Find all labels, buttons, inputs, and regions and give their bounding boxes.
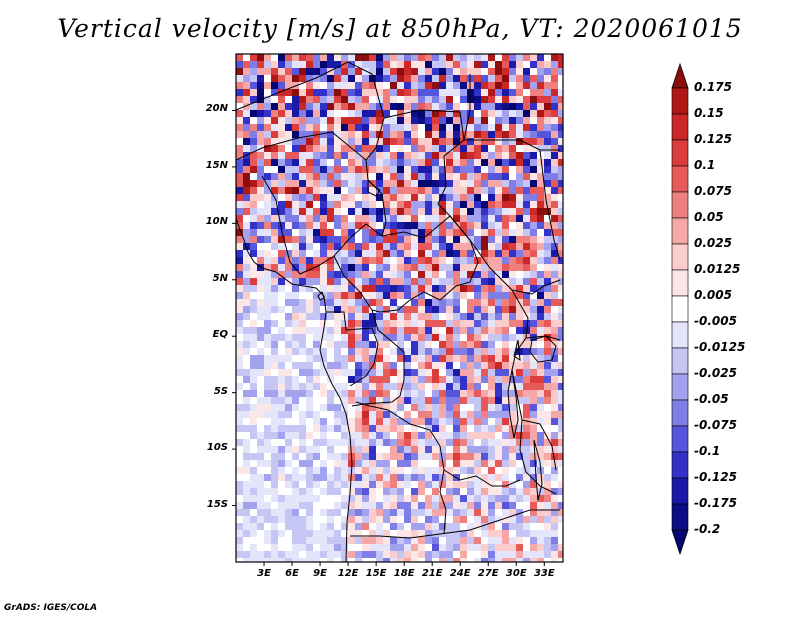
grads-credit: GrADS: IGES/COLA <box>4 603 98 613</box>
country-borders <box>236 61 561 562</box>
lake-victoria <box>529 335 557 363</box>
border-niger-chad <box>236 131 367 161</box>
border-sudan <box>463 74 560 151</box>
colorbar-label: 0.125 <box>694 132 732 146</box>
colorbar-swatch <box>671 503 689 531</box>
border-nigeria <box>261 175 383 275</box>
border-gabon-congo <box>326 311 379 387</box>
colorbar-swatch <box>671 165 689 193</box>
lon-tick-label: 3E <box>257 568 271 579</box>
lake-tanganyika <box>507 369 519 439</box>
colorbar-label: -0.125 <box>694 470 737 484</box>
colorbar-label: -0.05 <box>694 392 729 406</box>
colorbar-swatch <box>671 399 689 427</box>
lat-tick-label: 5N <box>212 272 228 284</box>
colorbar-swatch <box>671 373 689 401</box>
lat-tick-label: 10N <box>205 216 228 228</box>
lon-tick-label: 27E <box>477 568 499 579</box>
colorbar-label: 0.15 <box>694 106 724 120</box>
border-car <box>371 215 479 313</box>
colorbar-swatch <box>671 477 689 505</box>
lon-tick-label: 24E <box>449 568 471 579</box>
lat-tick-label: 15S <box>206 498 228 510</box>
plot-frame <box>235 53 564 563</box>
colorbar-swatch <box>671 217 689 245</box>
border-east-africa <box>539 149 561 261</box>
colorbar-swatch <box>671 425 689 453</box>
axis-ticks <box>232 109 545 566</box>
colorbar-label: -0.2 <box>694 522 721 536</box>
lon-tick-label: 9E <box>313 568 327 579</box>
border-zambia <box>439 469 447 535</box>
colorbar-label: 0.05 <box>694 210 724 224</box>
border-angola-south <box>350 509 560 539</box>
colorbar-label: 0.175 <box>694 80 732 94</box>
colorbar-bottom-arrow <box>671 529 689 556</box>
lake-malawi <box>533 439 543 501</box>
colorbar-swatch <box>671 139 689 167</box>
border-north <box>236 61 387 237</box>
lake-chad <box>367 178 381 197</box>
lon-tick-label: 30E <box>505 568 527 579</box>
colorbar-swatch <box>671 295 689 323</box>
lon-tick-label: 15E <box>365 568 387 579</box>
border-east-sahara <box>383 109 465 217</box>
colorbar-label: -0.1 <box>694 444 721 458</box>
lat-tick-label: 15N <box>205 159 228 171</box>
lake-kivu <box>513 339 521 362</box>
border-angola <box>355 401 521 487</box>
lon-tick-label: 12E <box>337 568 359 579</box>
colorbar-swatch <box>671 269 689 297</box>
lon-tick-label: 21E <box>421 568 443 579</box>
colorbar-label: 0.005 <box>694 288 732 302</box>
colorbar-swatch <box>671 191 689 219</box>
colorbar-label: -0.175 <box>694 496 737 510</box>
lat-tick-label: 5S <box>213 385 228 397</box>
colorbar-swatch <box>671 243 689 271</box>
colorbar-label: -0.075 <box>694 418 737 432</box>
colorbar-top-arrow <box>671 62 689 89</box>
colorbar-swatch <box>671 347 689 375</box>
chart-title: Vertical velocity [m/s] at 850hPa, VT: 2… <box>57 14 743 43</box>
colorbar-label: -0.025 <box>694 366 737 380</box>
colorbar-label: 0.025 <box>694 236 732 250</box>
colorbar-swatch <box>671 321 689 349</box>
border-cameroon <box>333 255 373 311</box>
border-congo-drc <box>351 309 405 407</box>
lon-tick-label: 6E <box>285 568 299 579</box>
border-malawi <box>521 419 557 471</box>
lon-tick-label: 18E <box>393 568 415 579</box>
colorbar-swatch <box>671 87 689 115</box>
lat-tick-label: EQ <box>212 329 228 341</box>
colorbar-swatch <box>671 451 689 479</box>
colorbar <box>671 62 689 556</box>
lat-tick-label: 20N <box>205 103 228 115</box>
colorbar-label: -0.005 <box>694 314 737 328</box>
colorbar-label: -0.0125 <box>694 340 746 354</box>
colorbar-label: 0.0125 <box>694 262 741 276</box>
velocity-field <box>236 54 563 562</box>
lat-tick-label: 10S <box>206 442 228 454</box>
colorbar-label: 0.1 <box>694 158 716 172</box>
island-bioko <box>317 291 325 301</box>
colorbar-swatch <box>671 113 689 141</box>
colorbar-label: 0.075 <box>694 184 732 198</box>
lon-tick-label: 33E <box>533 568 555 579</box>
